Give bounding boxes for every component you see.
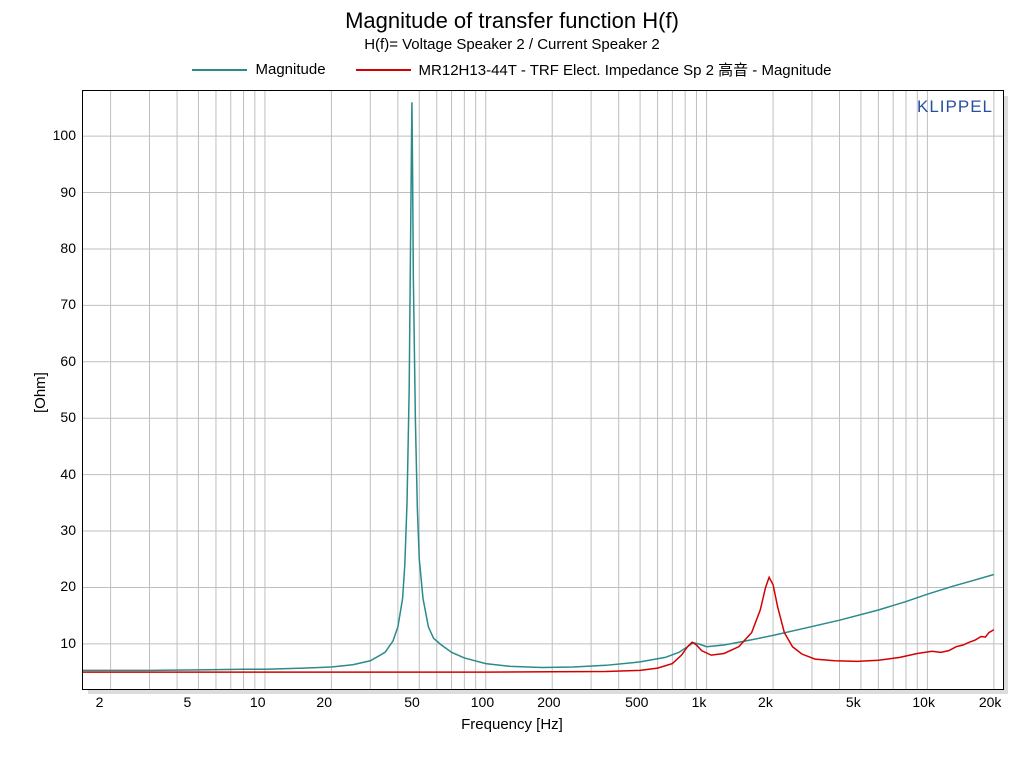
chart-subtitle: H(f)= Voltage Speaker 2 / Current Speake… [0,34,1024,53]
y-tick: 100 [36,127,76,143]
y-tick: 50 [36,409,76,425]
x-tick: 500 [625,694,648,710]
legend-label-1: Magnitude [255,61,325,78]
x-tick: 2 [96,694,104,710]
legend-swatch-2 [356,69,411,71]
y-tick: 70 [36,296,76,312]
chart-svg [83,91,1003,689]
y-tick: 10 [36,635,76,651]
y-tick: 90 [36,184,76,200]
x-tick: 10 [250,694,266,710]
legend-item-1: Magnitude [192,59,325,80]
chart-container: KLIPPEL [Ohm] 10 20 30 40 50 60 70 80 90 100 2 5 10… [20,90,1004,733]
y-tick: 30 [36,522,76,538]
watermark: KLIPPEL [917,97,993,117]
plot-area: KLIPPEL [82,90,1004,690]
y-tick: 60 [36,353,76,369]
legend-label-2: MR12H13-44T - TRF Elect. Impedance Sp 2 … [419,59,832,80]
x-tick: 2k [758,694,773,710]
x-tick: 200 [537,694,560,710]
x-tick: 5k [846,694,861,710]
x-tick: 20 [316,694,332,710]
y-tick: 80 [36,240,76,256]
legend: Magnitude MR12H13-44T - TRF Elect. Imped… [0,53,1024,80]
x-tick: 5 [183,694,191,710]
legend-swatch-1 [192,69,247,71]
x-tick: 50 [404,694,420,710]
legend-item-2: MR12H13-44T - TRF Elect. Impedance Sp 2 … [356,59,832,80]
y-axis-label: [Ohm] [32,372,49,413]
x-tick: 1k [692,694,707,710]
y-tick: 20 [36,578,76,594]
x-tick: 10k [912,694,935,710]
x-tick: 20k [979,694,1002,710]
y-tick: 40 [36,466,76,482]
x-tick: 100 [471,694,494,710]
chart-title: Magnitude of transfer function H(f) [0,0,1024,34]
